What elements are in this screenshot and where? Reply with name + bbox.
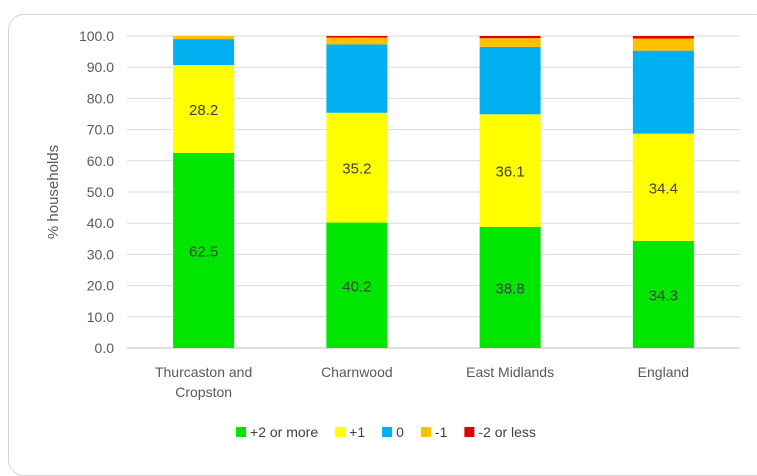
bar-segment	[326, 37, 388, 45]
bar-segment	[326, 44, 388, 113]
x-tick-label: Charnwood	[321, 364, 393, 380]
bar-segment	[632, 240, 694, 348]
legend-swatch	[464, 427, 475, 437]
bar-segment	[173, 36, 235, 40]
bar-segment	[479, 36, 541, 39]
data-label: 38.8	[496, 280, 525, 297]
y-tick-label: 0.0	[95, 340, 115, 356]
y-axis-ticks: 0.0 10.0 20.0 30.0 40.0 50.0 60.0 70.0 80.0 90.0 1…	[79, 28, 114, 356]
data-label: 34.4	[649, 180, 678, 197]
y-tick-label: 100.0	[79, 28, 114, 44]
bar-segment	[632, 36, 694, 39]
data-label: 35.2	[342, 161, 371, 178]
bar-segment	[173, 65, 235, 153]
bar-segment	[479, 114, 541, 227]
y-tick-label: 80.0	[87, 90, 114, 106]
x-tick-label: East Midlands	[466, 364, 554, 380]
data-label: 62.5	[189, 244, 218, 261]
bar-segment	[479, 46, 541, 115]
x-tick-label: Cropston	[175, 384, 232, 400]
legend-swatch	[420, 427, 431, 437]
y-tick-label: 20.0	[87, 278, 114, 294]
bar-segment	[632, 133, 694, 241]
legend: +2 or more +1 0 -1 -2 or less	[236, 424, 536, 440]
y-tick-label: 60.0	[87, 153, 114, 169]
y-axis-label: % households	[45, 145, 62, 239]
data-label: 40.2	[342, 278, 371, 295]
data-label: 28.2	[189, 102, 218, 119]
y-tick-label: 50.0	[87, 184, 114, 200]
x-tick-label: Thurcaston and	[155, 364, 252, 380]
y-tick-label: 10.0	[87, 309, 114, 325]
y-tick-label: 90.0	[87, 59, 114, 75]
bar-segment	[479, 226, 541, 348]
y-tick-label: 40.0	[87, 215, 114, 231]
legend-swatch	[236, 427, 247, 437]
bars	[173, 36, 694, 348]
data-label: 34.3	[649, 287, 678, 304]
x-axis-ticks: Thurcaston and Cropston Charnwood East Midl…	[155, 364, 689, 400]
bar-segment	[326, 112, 388, 223]
bar-segment	[632, 50, 694, 134]
bar-segment	[632, 38, 694, 51]
y-tick-label: 70.0	[87, 122, 114, 138]
bar-segment	[173, 39, 235, 66]
data-labels: 62.5 28.2 40.2 35.2 38.8 36.1 34.3 34.4	[189, 102, 678, 304]
bar-segment	[326, 222, 388, 348]
bar-segment	[173, 153, 235, 348]
legend-swatch	[382, 427, 393, 437]
legend-label: +1	[349, 424, 365, 440]
bar-segment	[326, 36, 388, 38]
legend-swatch	[335, 427, 346, 437]
x-tick-label: England	[638, 364, 689, 380]
legend-label: -2 or less	[478, 424, 536, 440]
legend-label: +2 or more	[250, 424, 318, 440]
y-tick-label: 30.0	[87, 246, 114, 262]
bar-segment	[479, 38, 541, 47]
data-label: 36.1	[496, 164, 525, 181]
stacked-bar-chart: 62.5 28.2 40.2 35.2 38.8 36.1 34.3 34.4 0.0 10.0…	[45, 28, 740, 440]
legend-label: -1	[435, 424, 448, 440]
legend-label: 0	[396, 424, 404, 440]
